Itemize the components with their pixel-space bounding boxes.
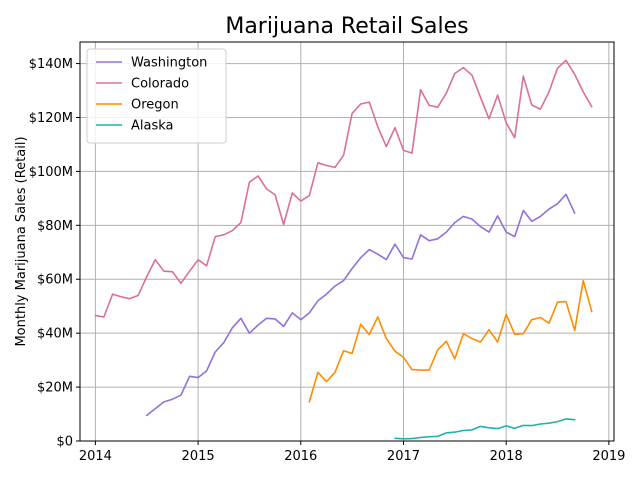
y-tick-label: $60M <box>37 273 73 288</box>
x-tick-label: 2019 <box>592 449 625 464</box>
series-line-alaska <box>394 418 576 440</box>
legend-box <box>86 48 227 144</box>
series-line-colorado <box>94 59 593 318</box>
y-axis: $0 $20M $40M $60M $80M $100M $120M $140M <box>29 57 80 450</box>
y-tick-label: $140M <box>29 57 73 72</box>
x-tick-label: 2018 <box>490 449 523 464</box>
y-tick-label: $80M <box>37 219 73 234</box>
y-tick-label: $120M <box>29 111 73 126</box>
y-tick-label: $20M <box>37 381 73 396</box>
x-tick-label: 2016 <box>284 449 317 464</box>
x-tick-label: 2015 <box>182 449 215 464</box>
series-lines <box>94 59 593 440</box>
series-line-oregon <box>308 279 593 403</box>
y-axis-label: Monthly Marijuana Sales (Retail) <box>14 136 29 346</box>
plot-frame <box>79 41 615 442</box>
grid-lines <box>80 42 614 442</box>
legend-entry: Alaska <box>131 119 174 134</box>
x-tick-label: 2014 <box>79 449 112 464</box>
x-axis: 2014 2015 2016 2017 2018 2019 <box>79 441 625 464</box>
legend-entry: Washington <box>131 56 207 71</box>
series-line-washington <box>146 193 576 417</box>
y-tick-label: $100M <box>29 165 73 180</box>
x-tick-label: 2017 <box>387 449 420 464</box>
legend: Washington Colorado Oregon Alaska <box>86 48 227 144</box>
y-tick-label: $40M <box>37 327 73 342</box>
chart-title: Marijuana Retail Sales <box>225 14 468 39</box>
legend-entry: Colorado <box>131 77 189 92</box>
legend-entry: Oregon <box>131 98 179 113</box>
y-tick-label: $0 <box>56 435 73 450</box>
